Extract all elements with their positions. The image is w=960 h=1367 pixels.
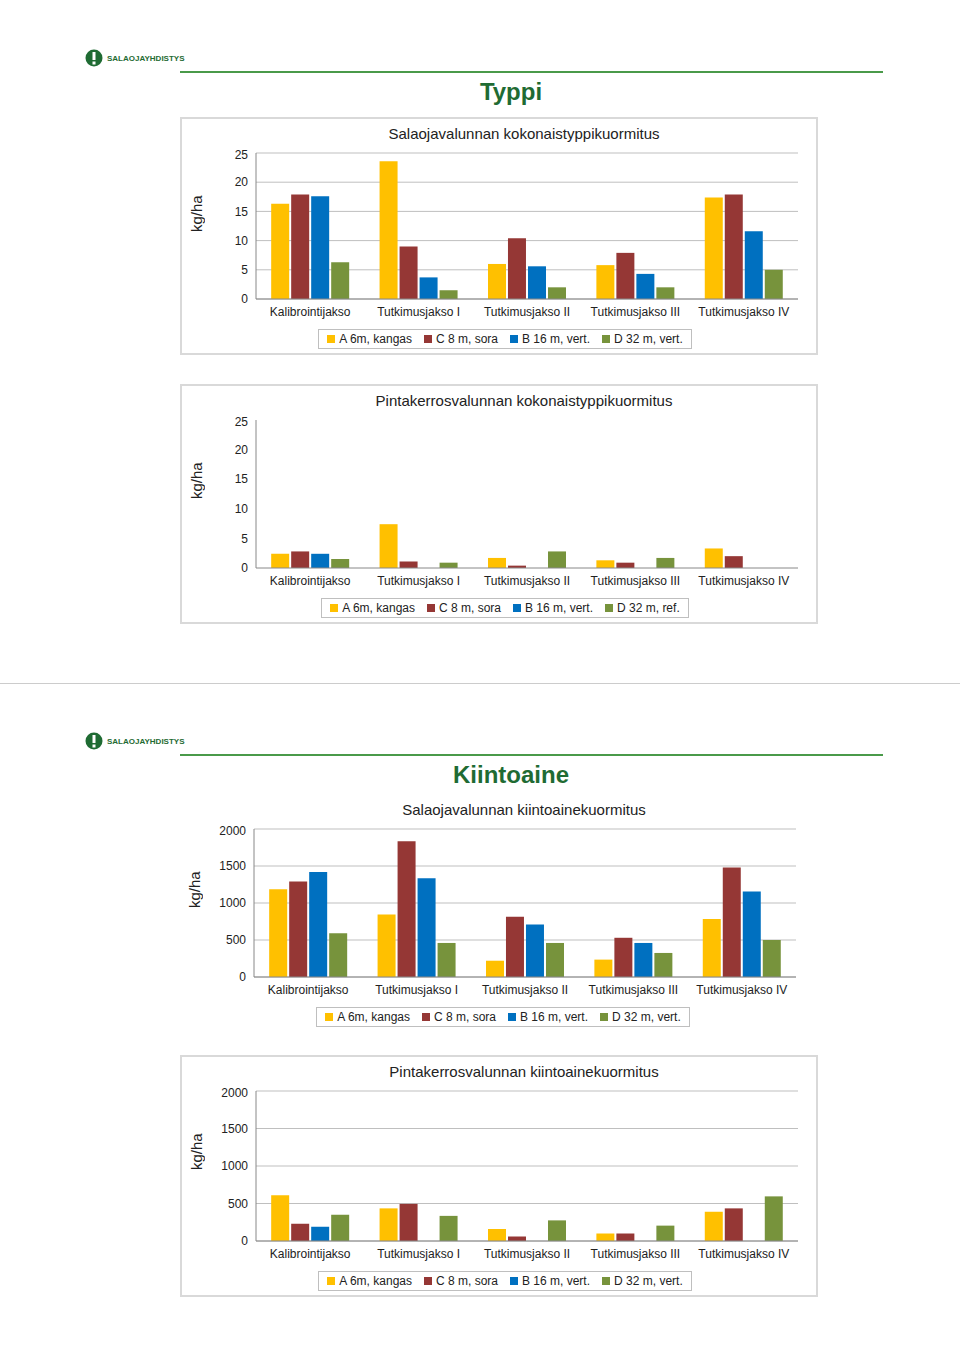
html-text:Pintakerrosvalunnan kiintoaine: Pintakerrosvalunnan kiintoainekuormitus: [389, 1063, 659, 1080]
html-text:SALAOJAYHDISTYS: SALAOJAYHDISTYS: [107, 53, 185, 63]
svg-text:500: 500: [228, 1197, 248, 1211]
svg-text:Tutkimusjakso IV: Tutkimusjakso IV: [698, 1247, 789, 1261]
html-text:C 8 m, sora: C 8 m, sora: [436, 332, 498, 346]
svg-text:Tutkimusjakso I: Tutkimusjakso I: [375, 983, 458, 997]
svg-text:25: 25: [235, 415, 249, 429]
svg-text:0: 0: [241, 292, 248, 306]
svg-text:5: 5: [241, 263, 248, 277]
svg-text:5: 5: [241, 532, 248, 546]
svg-text:Tutkimusjakso I: Tutkimusjakso I: [377, 1247, 460, 1261]
svg-text:20: 20: [235, 443, 249, 457]
svg-text:Tutkimusjakso IV: Tutkimusjakso IV: [698, 305, 789, 319]
html-text:B 16 m, vert.: B 16 m, vert.: [522, 332, 590, 346]
svg-text:0: 0: [241, 1234, 248, 1248]
svg-text:Tutkimusjakso III: Tutkimusjakso III: [591, 574, 681, 588]
html-text:kg/ha: kg/ha: [188, 462, 205, 500]
svg-text:25: 25: [235, 148, 249, 162]
html-text:SALAOJAYHDISTYS: SALAOJAYHDISTYS: [107, 736, 185, 746]
svg-text:15: 15: [235, 205, 249, 219]
svg-text:1500: 1500: [219, 859, 246, 873]
html-text:A 6m, kangas: A 6m, kangas: [339, 332, 412, 346]
html-text:D 32 m, vert.: D 32 m, vert.: [614, 1274, 683, 1288]
svg-text:Tutkimusjakso I: Tutkimusjakso I: [377, 305, 460, 319]
svg-text:15: 15: [235, 472, 249, 486]
html-text:B 16 m, vert.: B 16 m, vert.: [525, 601, 593, 615]
html-text:Salaojavalunnan kokonaistyppik: Salaojavalunnan kokonaistyppikuormitus: [388, 125, 660, 142]
html-text:kg/ha: kg/ha: [188, 1133, 205, 1171]
html-text:Kiintoaine: Kiintoaine: [453, 761, 569, 788]
html-text:A 6m, kangas: A 6m, kangas: [342, 601, 415, 615]
html-text:kg/ha: kg/ha: [188, 195, 205, 233]
svg-text:Kalibrointijakso: Kalibrointijakso: [270, 574, 351, 588]
html-text:D 32 m, vert.: D 32 m, vert.: [614, 332, 683, 346]
svg-text:Tutkimusjakso II: Tutkimusjakso II: [484, 305, 570, 319]
svg-text:Kalibrointijakso: Kalibrointijakso: [270, 305, 351, 319]
html-text:A 6m, kangas: A 6m, kangas: [339, 1274, 412, 1288]
svg-text:Tutkimusjakso III: Tutkimusjakso III: [589, 983, 679, 997]
html-text:Pintakerrosvalunnan kokonaisty: Pintakerrosvalunnan kokonaistyppikuormit…: [375, 392, 673, 409]
html-text:C 8 m, sora: C 8 m, sora: [436, 1274, 498, 1288]
svg-text:Tutkimusjakso III: Tutkimusjakso III: [591, 1247, 681, 1261]
html-text:D 32 m, vert.: D 32 m, vert.: [612, 1010, 681, 1024]
html-text:D 32 m, ref.: D 32 m, ref.: [617, 601, 680, 615]
svg-text:Tutkimusjakso IV: Tutkimusjakso IV: [698, 574, 789, 588]
html-text:B 16 m, vert.: B 16 m, vert.: [520, 1010, 588, 1024]
svg-text:Kalibrointijakso: Kalibrointijakso: [268, 983, 349, 997]
html-text:Salaojavalunnan kiintoainekuor: Salaojavalunnan kiintoainekuormitus: [402, 801, 646, 818]
html-text:C 8 m, sora: C 8 m, sora: [434, 1010, 496, 1024]
svg-text:20: 20: [235, 175, 249, 189]
svg-text:10: 10: [235, 234, 249, 248]
svg-text:0: 0: [239, 970, 246, 984]
html-text:A 6m, kangas: A 6m, kangas: [337, 1010, 410, 1024]
html-text:B 16 m, vert.: B 16 m, vert.: [522, 1274, 590, 1288]
svg-text:2000: 2000: [221, 1086, 248, 1100]
svg-text:500: 500: [226, 933, 246, 947]
svg-text:0: 0: [241, 561, 248, 575]
svg-text:Tutkimusjakso II: Tutkimusjakso II: [482, 983, 568, 997]
html-text:C 8 m, sora: C 8 m, sora: [439, 601, 501, 615]
svg-text:Tutkimusjakso I: Tutkimusjakso I: [377, 574, 460, 588]
svg-text:1500: 1500: [221, 1122, 248, 1136]
svg-text:10: 10: [235, 502, 249, 516]
svg-text:Kalibrointijakso: Kalibrointijakso: [270, 1247, 351, 1261]
html-text:Typpi: Typpi: [479, 78, 543, 105]
svg-text:Tutkimusjakso II: Tutkimusjakso II: [484, 574, 570, 588]
html-text:kg/ha: kg/ha: [186, 871, 203, 909]
svg-text:1000: 1000: [221, 1159, 248, 1173]
svg-text:Tutkimusjakso II: Tutkimusjakso II: [484, 1247, 570, 1261]
svg-text:Tutkimusjakso III: Tutkimusjakso III: [591, 305, 681, 319]
svg-text:Tutkimusjakso IV: Tutkimusjakso IV: [696, 983, 787, 997]
svg-text:1000: 1000: [219, 896, 246, 910]
svg-text:2000: 2000: [219, 824, 246, 838]
